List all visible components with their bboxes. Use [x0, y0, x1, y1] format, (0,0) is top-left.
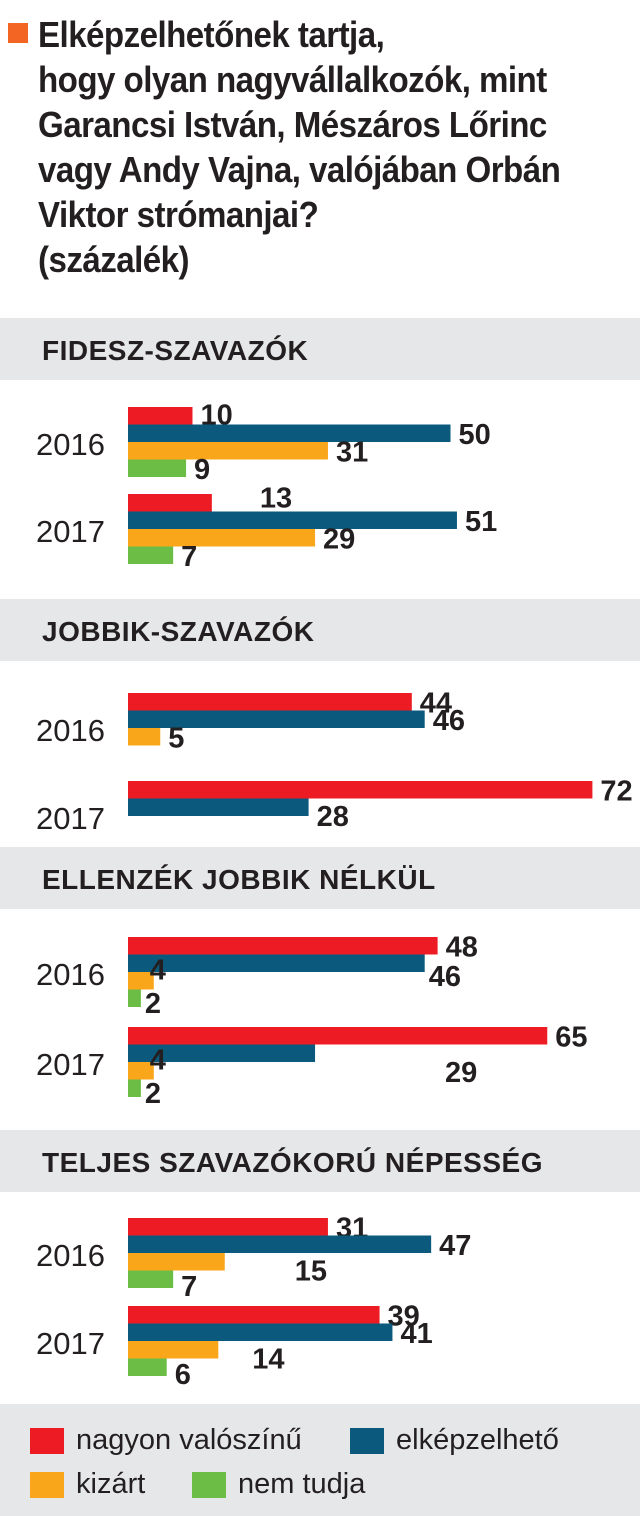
- bar: [128, 798, 309, 816]
- bar: [128, 1306, 380, 1324]
- year-label: 2016: [36, 1238, 105, 1273]
- bar: [128, 989, 141, 1007]
- data-label: 5: [168, 723, 184, 755]
- data-label: 2: [145, 1078, 161, 1110]
- data-label: 29: [323, 524, 355, 556]
- bar: [128, 781, 593, 799]
- bar: [128, 728, 161, 746]
- legend-item-kizart: kizárt: [30, 1468, 145, 1501]
- chart-title: Elképzelhetőnek tartja, hogy olyan nagyv…: [38, 12, 590, 282]
- legend-swatch: [350, 1427, 384, 1454]
- bar: [128, 1341, 219, 1359]
- legend-item-elkepzelheto: elképzelhető: [350, 1424, 559, 1457]
- bar: [128, 459, 187, 477]
- section-title: TELJES SZAVAZÓKORÚ NÉPESSÉG: [42, 1147, 543, 1178]
- data-label: 14: [252, 1344, 284, 1376]
- bar: [128, 972, 154, 990]
- bar: [128, 424, 451, 442]
- bar: [128, 1235, 432, 1253]
- chart-title-line: Elképzelhetőnek tartja,: [38, 14, 385, 55]
- bar: [128, 1079, 141, 1097]
- bar: [128, 546, 174, 564]
- bar: [128, 1270, 174, 1288]
- data-label: 4: [150, 955, 166, 987]
- section-header-bg: [0, 1130, 640, 1192]
- bar-chart: FIDESZ-SZAVAZÓK2016105031920171351297JOB…: [0, 318, 640, 1391]
- data-label: 44: [420, 688, 452, 720]
- bar: [128, 1218, 328, 1236]
- section-title: FIDESZ-SZAVAZÓK: [42, 335, 308, 366]
- bar: [128, 954, 425, 972]
- data-label: 15: [295, 1256, 327, 1288]
- chart-title-block: Elképzelhetőnek tartja, hogy olyan nagyv…: [0, 0, 640, 318]
- bar: [128, 511, 457, 529]
- data-label: 7: [181, 541, 197, 573]
- section-header-bg: [0, 847, 640, 909]
- bar: [128, 442, 328, 460]
- data-label: 46: [429, 961, 461, 993]
- chart-title-line: (százalék): [38, 239, 190, 280]
- chart-title-line: Garancsi István, Mészáros Lőrinc: [38, 104, 547, 145]
- year-label: 2016: [36, 713, 105, 748]
- legend-label: nem tudja: [238, 1468, 366, 1500]
- bar: [128, 494, 212, 512]
- bar: [128, 1323, 393, 1341]
- data-label: 13: [260, 483, 292, 515]
- year-label: 2017: [36, 801, 105, 836]
- data-label: 29: [445, 1057, 477, 1089]
- bar: [128, 1253, 225, 1271]
- data-label: 50: [459, 419, 491, 451]
- bar: [128, 407, 193, 425]
- legend-item-nagyon-valoszinu: nagyon valószínű: [30, 1424, 302, 1457]
- legend-swatch: [30, 1471, 64, 1498]
- data-label: 51: [465, 506, 497, 538]
- bar: [128, 710, 425, 728]
- bar: [128, 1062, 154, 1080]
- year-label: 2017: [36, 514, 105, 549]
- data-label: 9: [194, 454, 210, 486]
- data-label: 4: [150, 1045, 166, 1077]
- year-label: 2017: [36, 1047, 105, 1082]
- data-label: 46: [433, 705, 465, 737]
- section-title: ELLENZÉK JOBBIK NÉLKÜL: [42, 864, 436, 895]
- bar: [128, 693, 412, 711]
- data-label: 39: [388, 1301, 420, 1333]
- legend-item-nem-tudja: nem tudja: [192, 1468, 365, 1501]
- legend-label: kizárt: [76, 1468, 146, 1500]
- legend-swatch: [30, 1427, 64, 1454]
- bar: [128, 529, 316, 547]
- bar: [128, 1027, 548, 1045]
- title-accent-square: [8, 23, 28, 43]
- legend: nagyon valószínű elképzelhető kizárt nem…: [0, 1404, 640, 1516]
- bar: [128, 1044, 316, 1062]
- data-label: 48: [446, 932, 478, 964]
- chart-title-line: Viktor strómanjai?: [38, 194, 319, 235]
- data-label: 6: [175, 1359, 191, 1391]
- section-header-bg: [0, 599, 640, 661]
- year-label: 2017: [36, 1326, 105, 1361]
- data-label: 31: [336, 437, 368, 469]
- section-header-bg: [0, 318, 640, 380]
- data-label: 47: [439, 1230, 471, 1262]
- bar: [128, 937, 438, 955]
- year-label: 2016: [36, 957, 105, 992]
- legend-label: elképzelhető: [396, 1424, 559, 1456]
- year-label: 2016: [36, 427, 105, 462]
- legend-label: nagyon valószínű: [76, 1424, 302, 1456]
- data-label: 41: [400, 1318, 432, 1350]
- data-label: 72: [600, 776, 632, 808]
- data-label: 2: [145, 988, 161, 1020]
- data-label: 65: [555, 1022, 587, 1054]
- section-title: JOBBIK-SZAVAZÓK: [42, 616, 314, 647]
- data-label: 7: [181, 1271, 197, 1303]
- bar: [128, 1358, 167, 1376]
- chart-title-line: vagy Andy Vajna, valójában Orbán: [38, 149, 561, 190]
- chart-title-line: hogy olyan nagyvállalkozók, mint: [38, 59, 547, 100]
- data-label: 28: [317, 801, 349, 833]
- legend-swatch: [192, 1471, 226, 1498]
